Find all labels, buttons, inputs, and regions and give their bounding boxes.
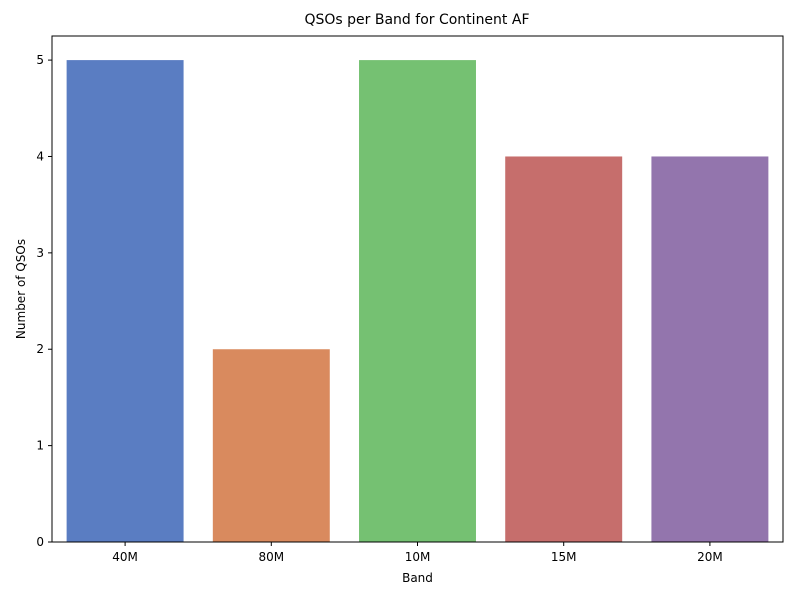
y-tick-label: 2 [36, 342, 44, 356]
x-tick-label: 80M [258, 550, 284, 564]
y-tick-label: 1 [36, 439, 44, 453]
bar-20m [651, 156, 769, 542]
bar-15m [505, 156, 623, 542]
plot-frame [51, 35, 784, 543]
x-axis: 40M 80M 10M 15M 20M [112, 542, 723, 564]
bar-40m [66, 60, 184, 542]
y-tick-label: 0 [36, 535, 44, 549]
bar-80m [212, 349, 330, 542]
x-tick-label: 10M [405, 550, 431, 564]
bars [66, 60, 769, 542]
y-axis: 0 1 2 3 4 5 [36, 53, 52, 549]
y-tick-label: 4 [36, 149, 44, 163]
y-tick-label: 3 [36, 246, 44, 260]
y-tick-label: 5 [36, 53, 44, 67]
x-tick-label: 40M [112, 550, 138, 564]
bar-10m [359, 60, 476, 542]
x-tick-label: 15M [551, 550, 577, 564]
x-axis-label: Band [402, 571, 433, 585]
chart-title: QSOs per Band for Continent AF [305, 12, 530, 28]
x-tick-label: 20M [697, 550, 723, 564]
y-axis-label: Number of QSOs [14, 239, 28, 339]
